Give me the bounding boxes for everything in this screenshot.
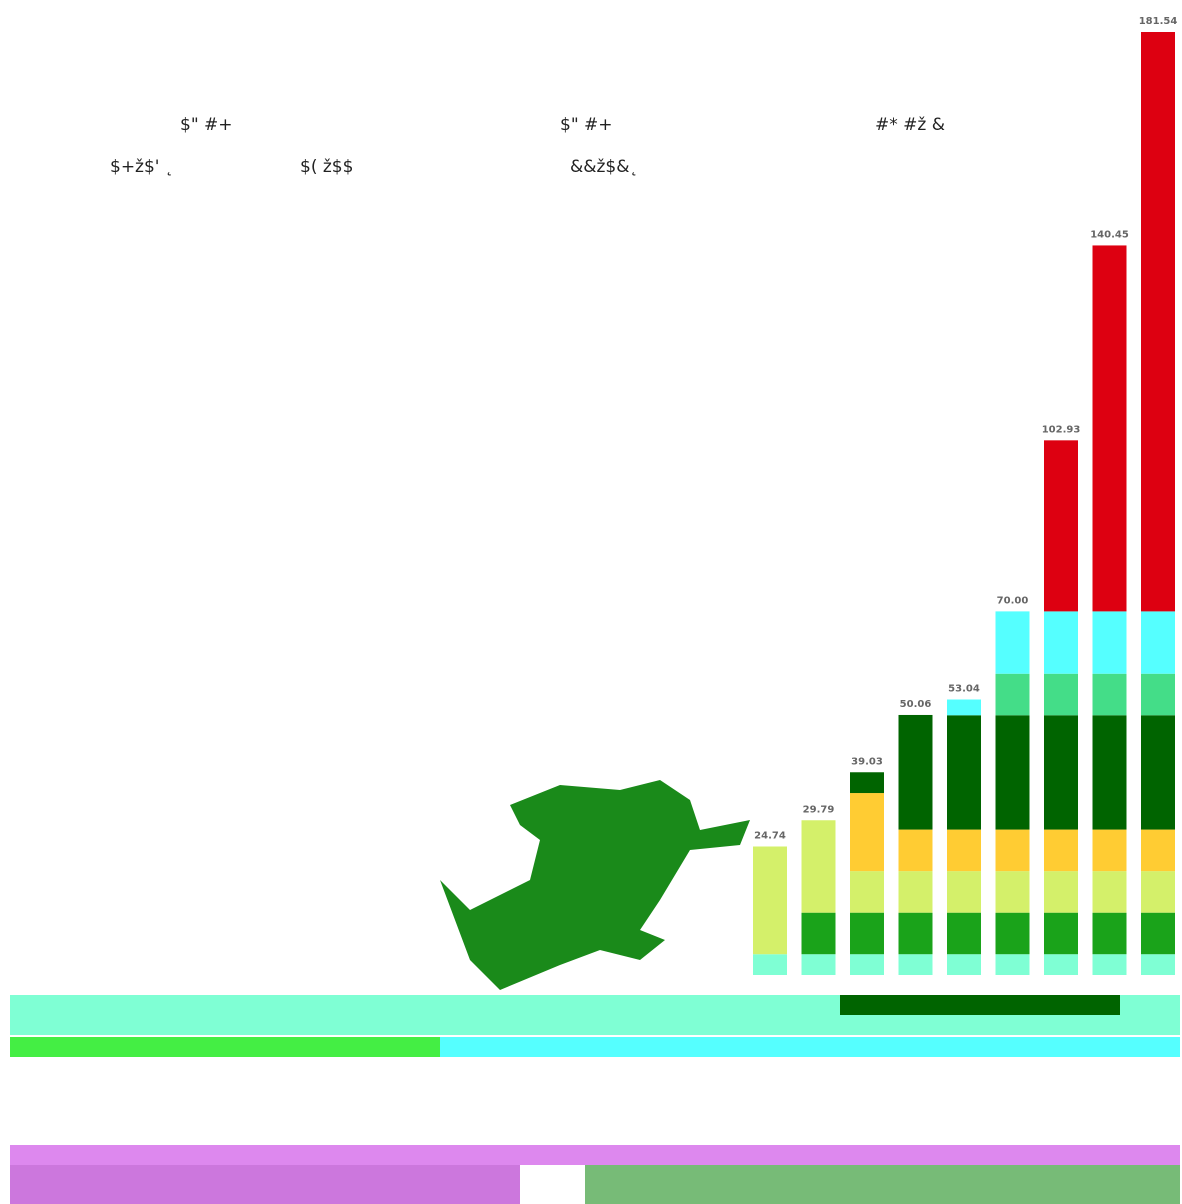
- bar-segment: [1092, 954, 1127, 975]
- bar-segment: [1141, 954, 1175, 975]
- header: $" #+: [180, 115, 233, 135]
- bar-segment: [1044, 829, 1078, 872]
- bar-segment: [1141, 715, 1175, 830]
- total-label: 24.74: [754, 830, 786, 841]
- total-label: 102.93: [1042, 424, 1081, 435]
- bar-segment: [947, 912, 981, 955]
- bar-segment: [898, 954, 933, 975]
- header: #* #ž &: [875, 115, 945, 135]
- bar-segment: [801, 820, 836, 913]
- bar-segment: [753, 846, 787, 955]
- bar-segment: [1092, 829, 1127, 872]
- bar-segment: [995, 829, 1030, 872]
- bar-segment: [801, 954, 836, 975]
- total-label: 29.79: [803, 804, 835, 815]
- bar-segment: [898, 912, 933, 955]
- bar-segment: [1044, 673, 1078, 716]
- bar-segment: [1044, 440, 1078, 612]
- bar-segment: [995, 715, 1030, 830]
- bar-segment: [1141, 32, 1175, 612]
- decor-band: [10, 1037, 440, 1057]
- bar-segment: [947, 715, 981, 830]
- bar-segment: [1044, 715, 1078, 830]
- decor-band: [10, 1165, 520, 1204]
- subheader: $+ž$' ˛: [110, 157, 173, 177]
- bar-segment: [898, 829, 933, 872]
- bar-segment: [947, 699, 981, 716]
- bar-segment: [850, 912, 884, 955]
- bar-segment: [898, 714, 933, 830]
- decor-band: [10, 1145, 1180, 1165]
- bar-segment: [1092, 611, 1127, 674]
- runner-figure: [440, 780, 750, 990]
- bar-segment: [753, 954, 787, 975]
- bar-segment: [1044, 611, 1078, 674]
- bar-segment: [1141, 829, 1175, 872]
- total-label: 39.03: [851, 756, 883, 767]
- bar-segment: [850, 772, 884, 794]
- total-label: 181.54: [1139, 16, 1178, 27]
- subheader: $( ž$$: [300, 157, 353, 177]
- decor-band: [585, 1165, 1180, 1204]
- total-label: 140.45: [1090, 229, 1129, 240]
- total-label: 70.00: [997, 595, 1029, 606]
- total-label: 53.04: [948, 683, 980, 694]
- bar-segment: [995, 871, 1030, 913]
- bar-segment: [1092, 245, 1127, 612]
- bar-segment: [1044, 954, 1078, 975]
- bar-segment: [1092, 871, 1127, 913]
- bar-segment: [1141, 611, 1175, 674]
- bar-segment: [850, 954, 884, 975]
- decor-band: [840, 995, 1120, 1015]
- bar-segment: [1044, 871, 1078, 913]
- bar-segment: [850, 793, 884, 872]
- bar-segment: [995, 673, 1030, 716]
- header: $" #+: [560, 115, 613, 135]
- bar-segment: [1092, 673, 1127, 716]
- bar-segment: [1141, 673, 1175, 716]
- bar-segment: [1044, 912, 1078, 955]
- bar-segment: [801, 912, 836, 955]
- bar-segment: [1092, 912, 1127, 955]
- bar-segment: [1141, 871, 1175, 913]
- total-label: 50.06: [900, 699, 932, 710]
- bar-segment: [995, 954, 1030, 975]
- bar-segment: [995, 912, 1030, 955]
- bar-segment: [850, 871, 884, 913]
- bar-segment: [898, 871, 933, 913]
- bar-segment: [1141, 912, 1175, 955]
- bar-segment: [1092, 715, 1127, 830]
- bar-segment: [947, 829, 981, 872]
- bar-segment: [947, 871, 981, 913]
- bar-segment: [995, 611, 1030, 674]
- subheader: &&ž$&˛: [570, 157, 638, 177]
- bar-segment: [947, 954, 981, 975]
